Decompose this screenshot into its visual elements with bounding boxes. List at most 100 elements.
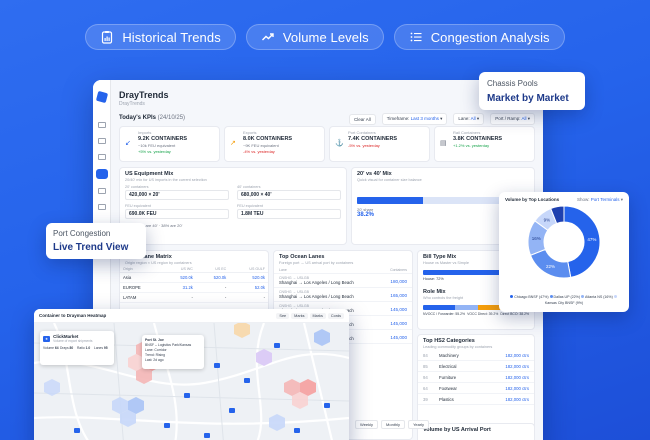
donut-slice[interactable] <box>563 205 601 278</box>
panel-subtitle: Quick visual for container size balance <box>357 178 422 182</box>
map-popup-market[interactable]: ★ ClickMarket Volume of export shipments… <box>40 331 114 365</box>
panel-subtitle: Who controls the freight <box>423 296 464 300</box>
tab-yearly[interactable]: Yearly <box>408 420 430 429</box>
lane-header: Lane Containers <box>274 266 412 274</box>
pill-volume-levels[interactable]: Volume Levels <box>245 24 384 50</box>
kpi-value: 8.0K CONTAINERS <box>243 136 293 142</box>
card-line1: Port Congestion <box>53 229 111 238</box>
card-line2: Live Trend View <box>53 242 129 253</box>
hs-value: 182,000 ctrs <box>505 374 529 380</box>
hs-code: 84 <box>423 352 428 358</box>
nvocc-segment <box>423 305 456 310</box>
ratio-bar-fill <box>357 197 423 204</box>
port-ramp-select[interactable]: Port / Ramp: All ▾ <box>490 113 535 125</box>
list-item[interactable]: 64 Footwear 182,000 ctrs <box>418 383 534 394</box>
sidebar-container-icon[interactable] <box>98 154 106 160</box>
table-row[interactable]: LATAM - - - <box>120 292 268 303</box>
kpi-card-rail[interactable]: ▤ Rail Containers 3.8K CONTAINERS +1.2% … <box>434 126 535 162</box>
c40-label: 40' containers <box>237 185 261 189</box>
card-line1: Chassis Pools <box>487 79 538 88</box>
tab-weekly[interactable]: Weekly <box>355 420 379 429</box>
pill-label: Volume Levels <box>282 29 369 45</box>
brand-subtitle: DrayTrends <box>119 101 145 107</box>
vocc-segment <box>455 305 479 310</box>
popup-line: Lane: Corridor <box>145 348 167 352</box>
cell: LATAM <box>120 292 163 303</box>
direct-legend: Direct BCO: 38.2% <box>500 312 529 316</box>
table-row[interactable]: Asia 520.0k 520.0k 520.0k <box>120 272 268 283</box>
timeframe-select[interactable]: Timeframe: Last 3 months ▾ <box>381 113 448 125</box>
chassis-pools-card: Chassis Pools Market by Market <box>479 72 585 110</box>
import-arrow-icon: ↙ <box>125 140 131 147</box>
hs-code: 85 <box>423 363 428 369</box>
pill-label: Historical Trends <box>122 29 221 45</box>
map-title: Container to Drayman Heatmap <box>39 313 107 318</box>
kpi-sub: ~9K FEU equivalent <box>243 143 279 148</box>
sidebar-settings-icon[interactable] <box>98 204 106 210</box>
list-item[interactable]: 94 Furniture 182,000 ctrs <box>418 372 534 383</box>
lane-value: 145,000 <box>390 307 407 312</box>
map-tab[interactable]: Marks <box>291 312 308 319</box>
pill-congestion-analysis[interactable]: Congestion Analysis <box>393 24 565 50</box>
sidebar-dashboard-icon[interactable] <box>98 122 106 128</box>
hs2-panel: Top HS2 Categories Leading commodity gro… <box>417 334 535 440</box>
clear-all-button[interactable]: Clear All <box>348 113 376 125</box>
feu40-label: FEU equivalent <box>237 204 263 208</box>
hex-cluster <box>44 321 330 431</box>
feature-pills: Historical Trends Volume Levels Congesti… <box>0 24 650 50</box>
kpi-label: Imports <box>138 130 152 135</box>
panel-title: US Equipment Mix <box>125 171 174 177</box>
nvocc-legend: NVOCC / Forwarder: 55.2% <box>423 312 466 316</box>
donut-slice[interactable] <box>550 205 565 225</box>
lane-code: CNSHG → USLGB <box>279 304 309 308</box>
tab-monthly[interactable]: Monthly <box>381 420 406 429</box>
lane-select[interactable]: Lane: All ▾ <box>453 113 485 125</box>
popup-badge: ★ <box>43 335 51 342</box>
kpi-label: Port Containers <box>348 130 376 135</box>
popup-title: Port St. Joe <box>145 338 164 342</box>
cell: 520.0k <box>195 272 230 283</box>
list-item[interactable]: 84 Machinery 182,000 ctrs <box>418 350 534 361</box>
map-tab[interactable]: Cords <box>327 312 344 319</box>
heatmap-card: Container to Drayman Heatmap See Marks M… <box>34 309 349 440</box>
panel-subtitle: House vs Master vs Simple <box>423 261 469 265</box>
donut-legend: Chicago BNSF (47%) Dallas UP (22%) Atlan… <box>505 294 623 306</box>
lane-value: 145,000 <box>390 321 407 326</box>
map-canvas[interactable]: ★ ClickMarket Volume of export shipments… <box>34 321 349 440</box>
sidebar-truck-icon[interactable] <box>98 138 106 144</box>
lane-value: 165,000 <box>390 293 407 298</box>
map-tab[interactable]: Marks <box>309 312 326 319</box>
col-header: Origin <box>120 266 163 273</box>
col-header: US GULF <box>229 266 268 273</box>
cell: - <box>229 292 268 303</box>
cell: - <box>162 292 196 303</box>
list-item[interactable]: 39 Plastics 182,000 ctrs <box>418 394 534 405</box>
popup-line: BNSF – Logistics Park/Kansas <box>145 343 192 347</box>
trade-lane-table: Origin US WC US EC US GULF Asia 520.0k 5… <box>120 266 268 303</box>
lane-route: Shanghai → Los Angeles / Long Beach <box>279 280 354 285</box>
list-icon <box>410 32 422 42</box>
kpi-row: ↙ Imports 9.2K CONTAINERS ~10k FEU equiv… <box>119 126 535 162</box>
map-tab[interactable]: See <box>276 312 290 319</box>
pill-historical-trends[interactable]: Historical Trends <box>85 24 236 50</box>
map-popup-terminal[interactable]: Port St. Joe BNSF – Logistics Park/Kansa… <box>142 335 204 369</box>
kpi-card-port[interactable]: ⚓ Port Containers 7.4K CONTAINERS -5% vs… <box>329 126 430 162</box>
filter-bar: Clear All Timeframe: Last 3 months ▾ Lan… <box>348 113 535 125</box>
anchor-icon: ⚓ <box>335 140 344 147</box>
kpi-delta: -4% vs. yesterday <box>243 149 275 154</box>
lane-code: CNSHG → USLGB <box>279 290 309 294</box>
app-logo-icon <box>95 90 109 104</box>
sidebar-route-icon[interactable] <box>96 169 108 179</box>
sidebar-tag-icon[interactable] <box>98 188 106 194</box>
list-item[interactable]: 85 Electrical 182,000 ctrs <box>418 361 534 372</box>
kpi-card-imports[interactable]: ↙ Imports 9.2K CONTAINERS ~10k FEU equiv… <box>119 126 220 162</box>
kpi-card-exports[interactable]: ↗ Exports 8.0K CONTAINERS ~9K FEU equiva… <box>224 126 325 162</box>
kpi-label: Exports <box>243 130 257 135</box>
cell: 520.0k <box>229 272 268 283</box>
table-row[interactable]: EUROPE 31.2k - 52.0k <box>120 282 268 293</box>
donut-filter[interactable]: Show: Port Terminals ▾ <box>577 197 623 202</box>
panel-title: Bill Type Mix <box>423 254 457 260</box>
cell: - <box>195 282 230 293</box>
